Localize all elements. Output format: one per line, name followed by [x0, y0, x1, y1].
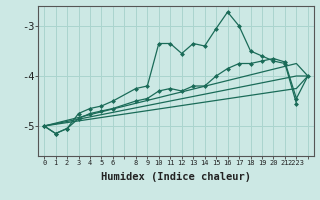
X-axis label: Humidex (Indice chaleur): Humidex (Indice chaleur) — [101, 172, 251, 182]
